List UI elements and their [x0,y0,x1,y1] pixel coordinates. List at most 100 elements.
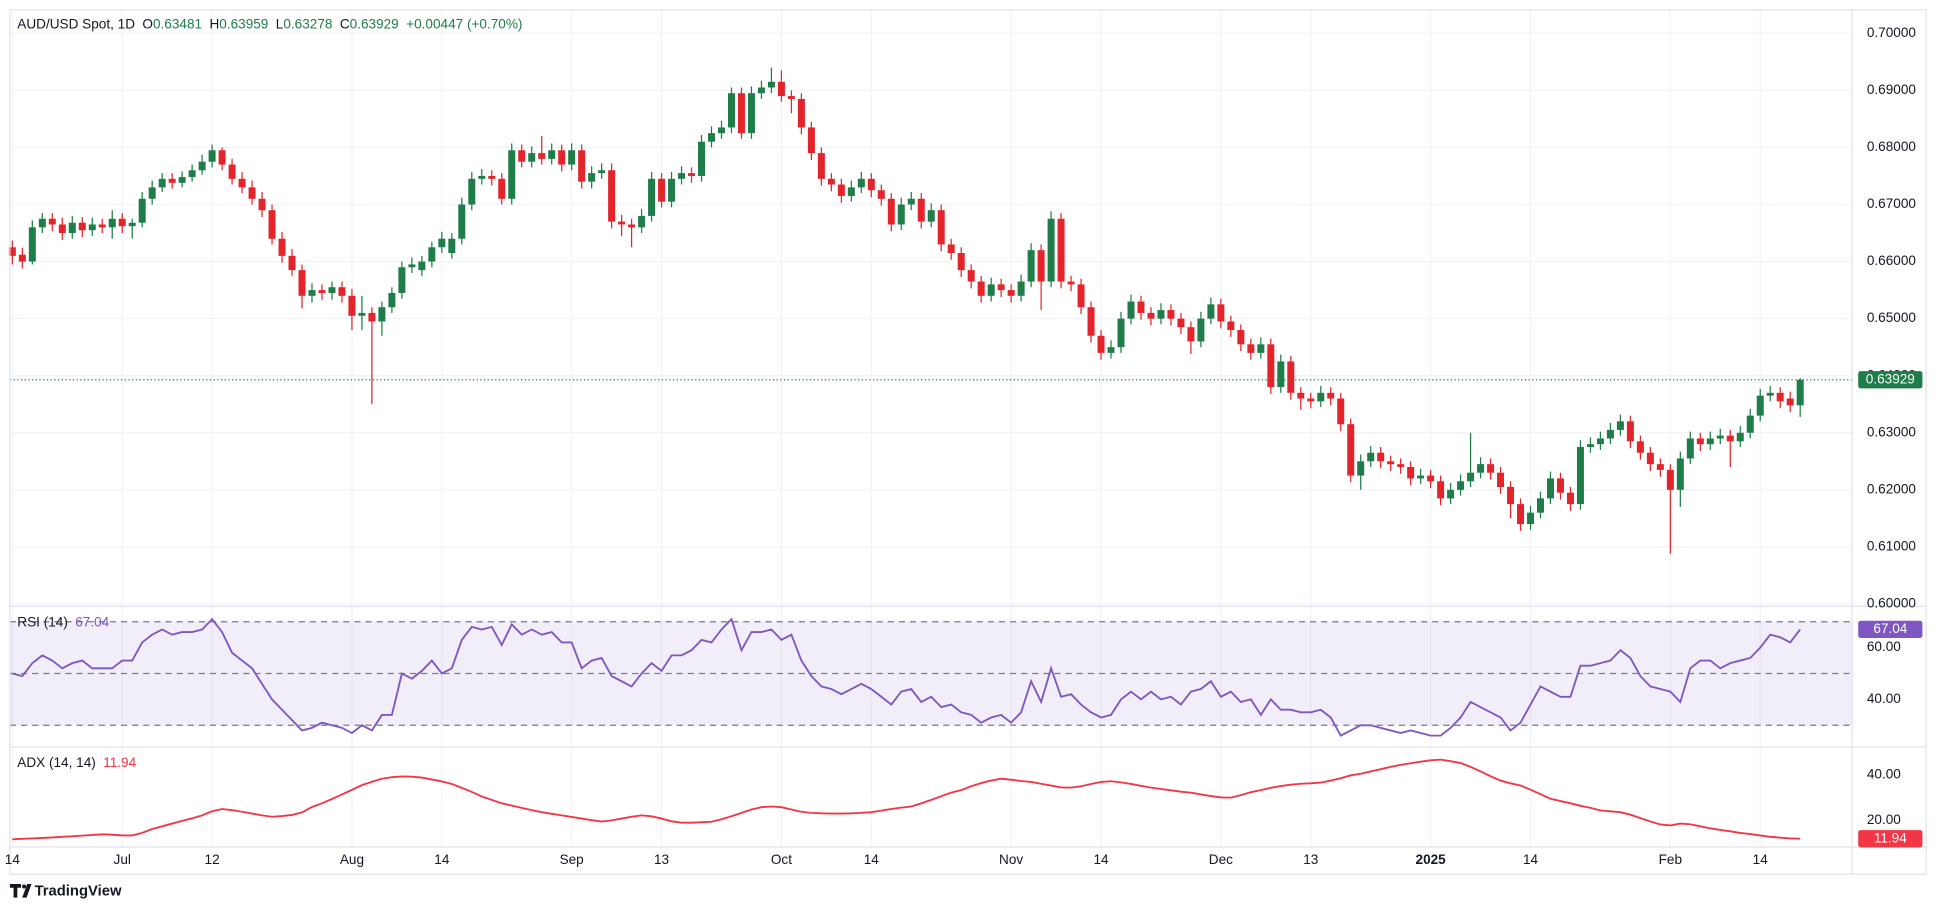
candle-body [817,153,825,179]
candle-body [1487,464,1495,473]
candle-body [328,287,336,293]
candle-body [1197,318,1205,342]
candle-body [1267,344,1275,388]
candle-body [917,198,925,222]
candle-body [378,307,386,322]
candle-body [1447,489,1455,499]
y-tick-label: 40.00 [1867,766,1901,781]
candle-body [767,81,775,88]
candle-body [448,238,456,254]
candle-body [1656,464,1664,470]
indicator-legend: RSI (14) 67.04 [17,614,109,629]
candle-body [1277,361,1285,388]
candle-body [987,284,995,296]
candle-body [1546,478,1554,499]
candle-body [68,222,76,234]
candle-body [468,178,476,205]
candle-body [1676,458,1684,490]
y-tick-label: 0.66000 [1867,253,1917,268]
candle-body [1207,304,1215,319]
candle-body [957,253,965,271]
x-tick-label: 13 [1303,852,1318,867]
candle-body [837,184,845,196]
candle-body [1257,344,1265,353]
candle-body [877,190,885,199]
overlay-layer: TradingView 14 Jul 12 Aug 14 Sep 13 Oct 14 Nov 14 D… [5,9,1927,899]
candle-body [308,290,316,296]
last-price-tag-box [1858,371,1923,389]
candle-body [847,187,855,196]
candle-body [807,127,815,154]
candle-body [927,210,935,222]
ohlc-key: H [209,16,219,31]
candle-body [88,224,96,231]
candle-body [1796,379,1804,406]
candle-body [1786,398,1794,406]
indicator-line [12,617,1801,737]
y-tick-label: 0.62000 [1867,481,1917,496]
candle-body [628,224,636,228]
candle-body [478,175,486,179]
ohlc-value: 0.63929 [350,16,399,31]
candle-body [148,187,156,199]
change-value: +0.00447 (+0.70%) [406,16,522,31]
indicator-legend: ADX (14, 14) 11.94 [17,755,136,770]
candle-body [398,267,406,293]
indicator-tag-text: 11.94 [1874,830,1907,845]
candle-body [1517,504,1525,525]
candle-body [8,247,16,256]
candle-body [1247,344,1255,353]
candle-body [1387,461,1395,465]
candle-body [238,178,246,188]
candle-body [1776,392,1784,402]
candle-body [208,150,216,162]
candle-body [907,198,915,205]
candle-body [1417,475,1425,479]
candle-body [598,170,606,174]
candle-body [1556,478,1564,493]
indicator-value: 67.04 [75,614,109,629]
candle-body [1217,304,1225,322]
candle-body [1477,464,1485,473]
ohlc-value: 0.63959 [219,16,268,31]
x-tick-label: Aug [340,852,364,867]
indicator-tag-box [1858,620,1923,639]
candle-body [18,254,26,262]
candle-body [1127,301,1135,319]
candle-body [1307,398,1315,402]
candle-body [727,93,735,128]
x-tick-label: 14 [5,852,21,867]
candle-body [1646,452,1654,465]
ohlc-key: O [142,16,153,31]
candle-body [638,215,646,228]
y-tick-label: 60.00 [1867,639,1901,654]
candle-body [787,96,795,99]
indicator-line [12,758,1801,841]
indicator-tag-text: 67.04 [1873,621,1907,636]
candle-body [1047,218,1055,282]
candle-body [1027,250,1035,282]
candle-body [737,93,745,134]
x-tick-label: Feb [1659,852,1682,867]
candle-body [138,198,146,223]
candle-body [528,153,536,162]
candle-body [228,164,236,179]
candle-body [428,247,436,262]
candle-body [1596,438,1604,445]
candle-body [1397,464,1405,468]
candle-body [977,281,985,296]
candle-body [757,87,765,94]
candle-body [1347,424,1355,476]
candle-body [458,204,466,239]
candle-body [158,178,166,188]
y-tick-label: 0.70000 [1867,25,1917,40]
candle-body [48,218,56,225]
x-tick-label: 14 [434,852,450,867]
candle-body [797,98,805,128]
candle-body [488,175,496,179]
candle-body [1147,312,1155,319]
candle-body [388,292,396,308]
candle-body [98,224,106,228]
y-tick-label: 0.68000 [1867,139,1917,154]
